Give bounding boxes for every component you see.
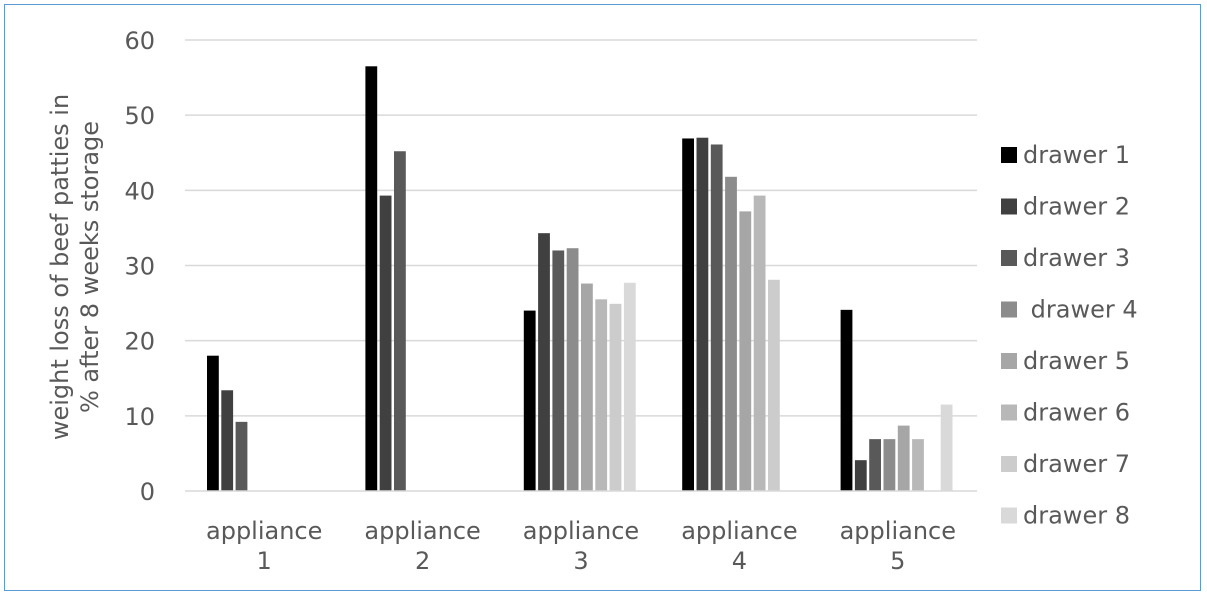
legend-label: drawer 5 [1023,347,1130,375]
legend-swatch [1001,198,1017,215]
bar [768,279,780,491]
x-tick-label: appliance [681,517,797,545]
x-tick-label: appliance [840,517,956,545]
bar [753,195,766,491]
bar [940,404,953,491]
y-tick-label: 40 [124,177,155,205]
legend-label: drawer 7 [1023,450,1130,478]
bar [897,425,910,491]
bar [710,144,723,491]
bar [609,303,622,491]
y-axis-label: weight loss of beef patties in% after 8 … [46,94,104,440]
bar [379,195,392,491]
bar [854,460,867,491]
legend-swatch [1001,456,1017,472]
y-tick-labels: 0 10 20 30 40 50 60 [124,27,155,506]
y-tick-label: 60 [124,27,155,55]
legend-label: drawer 8 [1023,502,1130,530]
bar [725,176,737,491]
bar [538,233,550,491]
bars [207,66,953,492]
bar [394,151,406,491]
bar [207,355,219,491]
x-tick-label: 1 [257,547,272,575]
x-tick-labels: appliance1appliance2appliance3appliance4… [206,517,956,575]
y-axis-label-line: % after 8 weeks storage [76,121,104,413]
bar [696,137,709,491]
y-tick-label: 30 [124,253,155,281]
legend-swatch [1001,507,1017,524]
bar [235,421,248,491]
bar [221,390,234,491]
legend-swatch [1001,404,1017,421]
legend-swatch [1001,250,1017,266]
y-axis-label-line: weight loss of beef patties in [46,94,74,440]
bar [869,439,881,491]
y-tick-label: 0 [140,478,155,506]
bar [581,283,593,491]
bar [912,439,924,491]
bar [623,282,636,491]
legend-label: drawer 3 [1023,244,1130,272]
bar [566,248,579,491]
legend-swatch [1001,147,1017,163]
x-tick-label: appliance [206,517,322,545]
x-tick-label: 2 [415,547,430,575]
x-tick-label: 3 [573,547,588,575]
bar [682,138,694,492]
legend-label: drawer 2 [1023,193,1130,221]
legend-label: drawer 1 [1023,141,1130,169]
bar [523,310,536,491]
bar [840,309,853,491]
legend-swatch [1001,301,1017,318]
bar [365,66,378,491]
chart-frame: 0 10 20 30 40 50 60 appliance 1 appliance 2 applia… [4,4,1201,591]
legend: drawer 1 drawer 2 drawer 3 drawer 4 drawer … [1001,141,1138,530]
x-tick-label: 4 [732,547,747,575]
legend-label: drawer 4 [1023,296,1138,324]
x-tick-label: appliance [523,517,639,545]
y-tick-label: 50 [124,102,155,130]
x-tick-label: appliance [364,517,480,545]
y-tick-label: 10 [124,403,155,431]
y-tick-label: 20 [124,328,155,356]
bar [595,299,608,491]
bar [552,250,565,491]
legend-label: drawer 6 [1023,399,1130,427]
bar [883,439,896,491]
bar [739,211,752,491]
legend-swatch [1001,353,1017,369]
x-tick-label: 5 [890,547,905,575]
